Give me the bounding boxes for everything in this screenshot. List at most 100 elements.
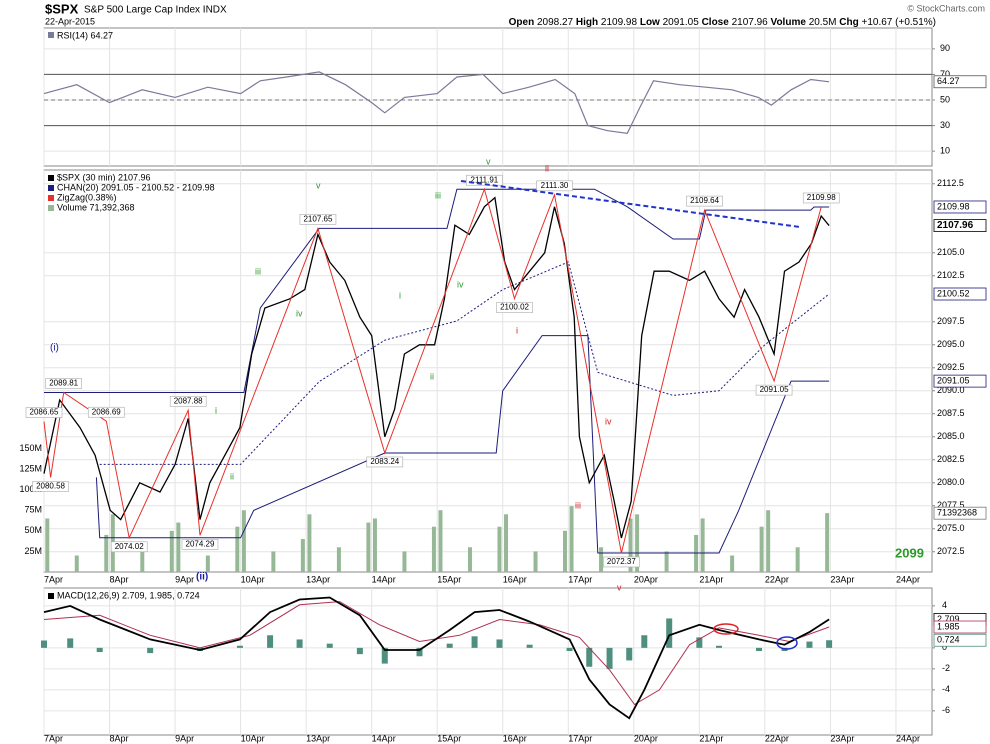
x-tick-label: 24Apr	[896, 733, 920, 743]
y-tick-label: 2077.5	[937, 500, 965, 510]
last-value-box	[933, 219, 987, 232]
pivot-label: 2074.29	[186, 539, 215, 548]
histogram-bar	[236, 645, 243, 648]
histogram-bar	[626, 647, 633, 661]
y2-tick-label: 50M	[24, 525, 42, 535]
legend-entry: CHAN(20) 2091.05 - 2100.52 - 2109.98	[57, 182, 215, 192]
rsi-panel	[43, 27, 933, 167]
x-tick-label: 16Apr	[503, 574, 527, 584]
x-tick-label: 22Apr	[765, 574, 789, 584]
last-value-box	[933, 374, 987, 388]
x-tick-label: 8Apr	[110, 574, 129, 584]
x-tick-label: 7Apr	[44, 733, 63, 743]
volume-bar	[504, 514, 509, 572]
x-tick-label: 17Apr	[568, 733, 592, 743]
volume-bar	[497, 526, 502, 572]
volume-bar	[438, 510, 443, 572]
wave-label: i	[399, 290, 401, 300]
last-value-box	[933, 75, 987, 89]
quote-label: Low	[640, 17, 660, 28]
y-tick-label: -4	[942, 684, 950, 694]
wave-label: v	[617, 582, 622, 592]
pivot-label-box	[25, 407, 63, 418]
quote-label: High	[576, 17, 598, 28]
x-tick-label: 17Apr	[568, 574, 592, 584]
y-tick-label: 2095.0	[937, 339, 965, 349]
legend-entry: Volume 71,392,368	[57, 202, 135, 212]
volume-bar	[700, 518, 705, 572]
pivot-label: 2089.81	[49, 379, 78, 388]
pivot-label: 2109.64	[690, 196, 719, 205]
y-tick-label: 2082.5	[937, 454, 965, 464]
y-tick-label: 2102.5	[937, 270, 965, 280]
wave-label: iii	[575, 500, 581, 510]
last-value-label: 2109.98	[937, 201, 970, 211]
histogram-bar	[606, 647, 613, 669]
pivot-label-box	[802, 192, 840, 204]
quote-label: Volume	[771, 17, 807, 28]
y-tick-label: -2	[942, 663, 950, 673]
price-panel	[43, 169, 933, 573]
histogram-bar	[496, 639, 503, 648]
y-tick-label: 50	[940, 94, 950, 104]
channel-upper	[44, 188, 830, 393]
wave-label: iv	[605, 416, 612, 426]
pivot-label-box	[299, 214, 337, 225]
legend-swatch	[48, 175, 54, 181]
histogram-bar	[716, 645, 723, 648]
y-tick-label: 30	[940, 120, 950, 130]
last-value-label: 64.27	[937, 76, 960, 86]
y-tick-label: 2090.0	[937, 385, 965, 395]
wave-label: iii	[255, 266, 261, 276]
volume-bar	[205, 555, 210, 572]
wave-label: ii	[230, 471, 234, 481]
signal-line	[43, 601, 830, 706]
symbol: $SPX	[45, 1, 79, 16]
rsi-line	[43, 71, 830, 134]
histogram-bar	[96, 647, 103, 653]
price-line	[43, 196, 830, 539]
legend-swatch	[48, 593, 54, 599]
legend-swatch	[48, 205, 54, 211]
histogram-bar	[356, 647, 363, 655]
pivot-label: 2086.65	[30, 408, 59, 417]
legend-swatch	[48, 185, 54, 191]
volume-bar	[759, 526, 764, 572]
x-tick-label: 14Apr	[372, 574, 396, 584]
volume-bar	[533, 551, 538, 572]
y-tick-label: 4	[942, 600, 947, 610]
last-value-label: 0.724	[937, 635, 960, 645]
pivot-label: 2074.02	[115, 542, 144, 551]
histogram-bar	[147, 647, 154, 654]
volume-bar	[569, 506, 574, 572]
pivot-label: 2111.91	[471, 175, 499, 184]
y2-tick-label: 125M	[19, 463, 42, 473]
pivot-label-box	[686, 195, 723, 207]
chart-date: 22-Apr-2015	[45, 16, 95, 26]
y2-tick-label: 100M	[19, 484, 42, 494]
volume-bar	[431, 526, 436, 572]
histogram-bar	[755, 647, 762, 651]
wave-label: iv	[457, 279, 464, 289]
y-tick-label: 2097.5	[937, 316, 965, 326]
pivot-label-box	[496, 302, 533, 313]
x-tick-label: 13Apr	[306, 733, 330, 743]
histogram-bar	[381, 647, 388, 664]
wave-label: iv	[296, 308, 303, 318]
legend-entry: $SPX (30 min) 2107.96	[57, 172, 151, 182]
macd-panel	[43, 587, 933, 736]
pivot-label-box	[181, 538, 219, 550]
pivot-label: 2111.30	[541, 181, 569, 190]
volume-bar	[599, 547, 604, 572]
pivot-label: 2109.98	[807, 193, 836, 202]
y2-tick-label: 25M	[24, 546, 42, 556]
last-value-label: 1.985	[937, 621, 960, 631]
volume-bar	[169, 530, 174, 572]
pivot-label-box	[603, 556, 640, 568]
histogram-bar	[826, 640, 833, 648]
y-tick-label: 2105.0	[937, 247, 965, 257]
histogram-bar	[666, 618, 673, 648]
volume-bar	[825, 513, 830, 572]
wave-labels: (i) (ii) i ii iii iv v i ii iii iv v i i…	[50, 156, 924, 592]
